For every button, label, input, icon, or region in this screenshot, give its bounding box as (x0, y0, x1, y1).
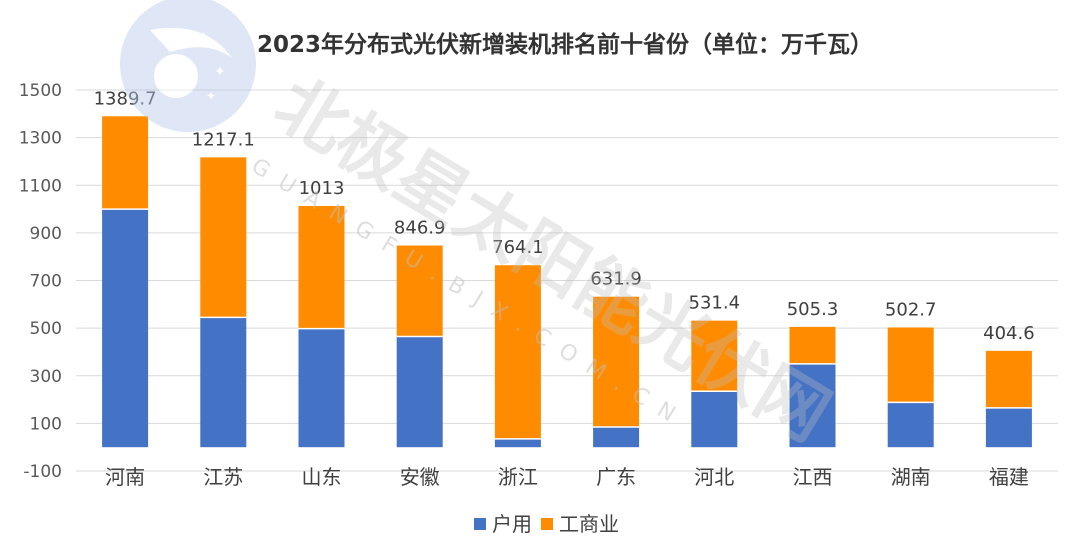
y-tick-label: 900 (30, 224, 62, 244)
x-category-label: 浙江 (498, 465, 538, 489)
legend-label-commercial: 工商业 (559, 512, 619, 536)
bar-commercial (789, 326, 836, 364)
y-tick-label: 1300 (19, 129, 62, 149)
bar-commercial (396, 245, 443, 337)
bar-commercial (200, 157, 247, 318)
chart-title: 2023年分布式光伏新增装机排名前十省份（单位：万千瓦） (257, 31, 873, 58)
data-label-total: 1013 (299, 178, 345, 199)
x-category-label: 湖南 (891, 465, 931, 489)
bar-household (494, 438, 541, 448)
bar-commercial (985, 350, 1032, 408)
data-label-total: 531.4 (689, 293, 741, 314)
y-tick-label: 1100 (19, 176, 62, 196)
bar-household (102, 209, 149, 448)
bar-household (200, 317, 247, 448)
svg-text:✦: ✦ (214, 64, 226, 80)
y-tick-label: 500 (30, 319, 62, 339)
data-label-total: 505.3 (787, 299, 839, 320)
y-tick-label: -100 (23, 462, 62, 482)
data-label-total: 1389.7 (94, 88, 157, 109)
svg-text:✦: ✦ (196, 28, 211, 49)
data-label-total: 764.1 (492, 237, 544, 258)
y-tick-label: 1500 (19, 81, 62, 101)
legend: 户用 工商业 (474, 512, 619, 536)
y-axis-ticks: 1500 1300 1100 900 700 500 300 100 -100 (19, 81, 62, 482)
legend-swatch-household (474, 518, 486, 530)
x-category-label: 山东 (302, 465, 342, 489)
bar-household (298, 328, 345, 448)
y-tick-label: 100 (30, 414, 62, 434)
bar-commercial (102, 116, 149, 210)
x-category-label: 广东 (596, 465, 636, 489)
x-category-label: 河南 (105, 465, 145, 489)
bar-household (985, 407, 1032, 448)
y-tick-label: 700 (30, 272, 62, 292)
data-labels: 1389.7 1217.1 1013 846.9 764.1 631.9 531.4 505.… (94, 88, 1035, 344)
bar-household (789, 363, 836, 448)
bar-household (887, 402, 934, 448)
svg-text:✦: ✦ (206, 89, 216, 103)
data-label-total: 1217.1 (192, 129, 255, 150)
bar-household (593, 426, 640, 448)
data-label-total: 502.7 (885, 299, 937, 320)
bar-commercial (887, 327, 934, 403)
legend-swatch-commercial (541, 518, 553, 530)
watermark-text: 北极星太阳能光伏网 (261, 62, 843, 457)
data-label-total: 846.9 (394, 218, 446, 239)
watermark-logo: ✦ ✦ ✦ (120, 0, 256, 132)
x-category-label: 福建 (989, 465, 1029, 489)
data-label-total: 631.9 (590, 269, 642, 290)
bar-household (396, 336, 443, 448)
legend-label-household: 户用 (492, 512, 532, 536)
bar-commercial (494, 265, 541, 439)
y-tick-label: 300 (30, 367, 62, 387)
data-label-total: 404.6 (983, 323, 1035, 344)
x-category-label: 安徽 (400, 465, 440, 489)
bar-commercial (298, 205, 345, 329)
x-category-label: 江西 (793, 465, 833, 489)
x-category-label: 河北 (694, 465, 734, 489)
x-category-label: 江苏 (203, 465, 243, 489)
bars (102, 116, 1032, 448)
bar-commercial (593, 296, 640, 427)
bar-household (691, 391, 738, 448)
x-axis-categories: 河南 江苏 山东 安徽 浙江 广东 河北 江西 湖南 福建 (105, 465, 1029, 489)
bar-commercial (691, 320, 738, 392)
